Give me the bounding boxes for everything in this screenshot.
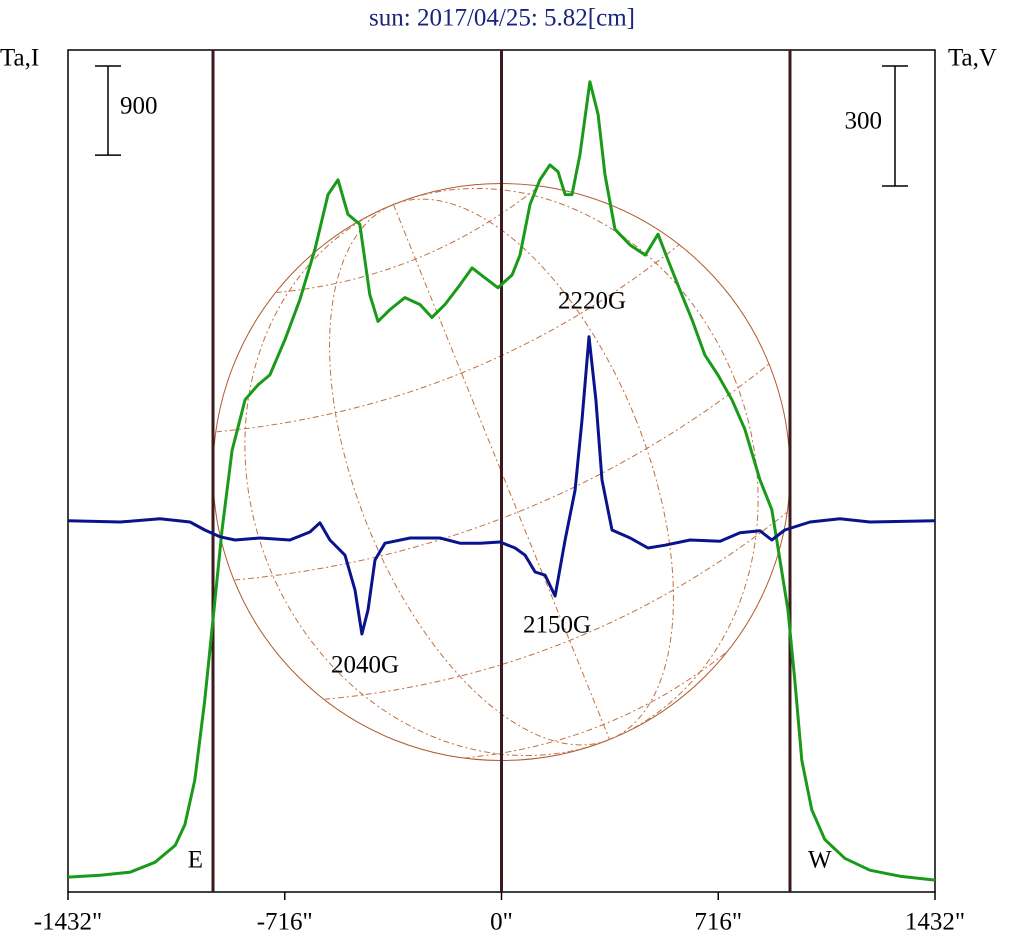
series-line xyxy=(67,80,936,882)
limb-label: W xyxy=(808,847,832,874)
chart-title: sun: 2017/04/25: 5.82[cm] xyxy=(369,5,635,32)
annotation: 2150G xyxy=(523,612,591,639)
parallel xyxy=(323,511,788,700)
meridian xyxy=(329,198,674,746)
y2-axis-label: Ta,V xyxy=(948,45,997,72)
parallel xyxy=(275,185,540,294)
x-tick-label: 1432" xyxy=(905,909,965,936)
series-line xyxy=(67,335,936,636)
scale-label: 300 xyxy=(845,108,883,135)
annotation: 2040G xyxy=(331,652,399,679)
parallel xyxy=(215,244,680,433)
annotation: 2220G xyxy=(558,288,626,315)
limb-label: E xyxy=(188,847,203,874)
x-tick-label: 716" xyxy=(694,909,742,936)
meridian xyxy=(392,204,611,740)
scale-label: 900 xyxy=(120,92,158,119)
x-tick-label: -1432" xyxy=(34,909,103,936)
x-tick-label: 0" xyxy=(490,909,513,936)
x-tick-label: -716" xyxy=(257,909,313,936)
y-axis-label: Ta,I xyxy=(0,45,39,72)
